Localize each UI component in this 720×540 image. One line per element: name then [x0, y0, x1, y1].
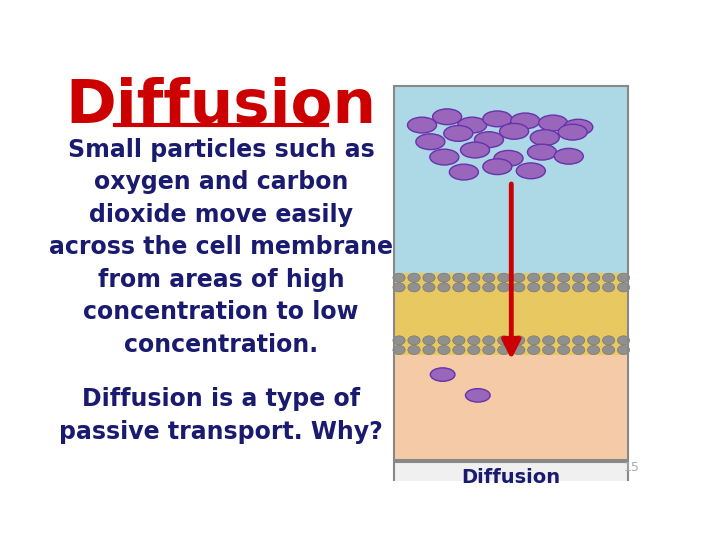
- Ellipse shape: [483, 111, 512, 127]
- Ellipse shape: [458, 117, 487, 133]
- Circle shape: [528, 336, 540, 345]
- Circle shape: [408, 336, 420, 345]
- Circle shape: [423, 283, 435, 292]
- Circle shape: [513, 346, 525, 355]
- Circle shape: [482, 346, 495, 355]
- Circle shape: [588, 336, 600, 345]
- Circle shape: [482, 273, 495, 282]
- Ellipse shape: [530, 130, 559, 145]
- Circle shape: [603, 346, 615, 355]
- Ellipse shape: [416, 134, 445, 150]
- Circle shape: [543, 346, 555, 355]
- Circle shape: [468, 346, 480, 355]
- Ellipse shape: [510, 113, 540, 129]
- Circle shape: [603, 336, 615, 345]
- Circle shape: [618, 346, 630, 355]
- Circle shape: [393, 336, 405, 345]
- Ellipse shape: [516, 163, 545, 179]
- Circle shape: [557, 273, 570, 282]
- Circle shape: [618, 273, 630, 282]
- Circle shape: [543, 283, 555, 292]
- Ellipse shape: [564, 119, 593, 135]
- Circle shape: [438, 346, 450, 355]
- Circle shape: [588, 283, 600, 292]
- Ellipse shape: [465, 389, 490, 402]
- Circle shape: [408, 273, 420, 282]
- Circle shape: [453, 283, 465, 292]
- Ellipse shape: [449, 164, 478, 180]
- Bar: [394, 462, 629, 493]
- Circle shape: [423, 336, 435, 345]
- Circle shape: [498, 283, 510, 292]
- Ellipse shape: [500, 124, 528, 139]
- Text: Diffusion: Diffusion: [66, 77, 377, 136]
- Bar: [394, 85, 629, 273]
- Text: Diffusion: Diffusion: [462, 468, 561, 487]
- Circle shape: [438, 283, 450, 292]
- Circle shape: [557, 283, 570, 292]
- Ellipse shape: [554, 148, 583, 164]
- Circle shape: [513, 273, 525, 282]
- Ellipse shape: [494, 151, 523, 166]
- Circle shape: [453, 273, 465, 282]
- Circle shape: [513, 283, 525, 292]
- Circle shape: [438, 336, 450, 345]
- Circle shape: [528, 283, 540, 292]
- Circle shape: [408, 283, 420, 292]
- Circle shape: [393, 273, 405, 282]
- Bar: [394, 273, 629, 355]
- Circle shape: [557, 346, 570, 355]
- Ellipse shape: [408, 117, 436, 133]
- Circle shape: [468, 336, 480, 345]
- Circle shape: [572, 273, 585, 282]
- Ellipse shape: [433, 109, 462, 125]
- Circle shape: [393, 283, 405, 292]
- Circle shape: [513, 336, 525, 345]
- Circle shape: [408, 346, 420, 355]
- Bar: [394, 355, 629, 460]
- Ellipse shape: [444, 125, 473, 141]
- Circle shape: [498, 273, 510, 282]
- Ellipse shape: [483, 159, 512, 174]
- Circle shape: [572, 283, 585, 292]
- Circle shape: [588, 346, 600, 355]
- Circle shape: [482, 336, 495, 345]
- Circle shape: [498, 336, 510, 345]
- Circle shape: [528, 346, 540, 355]
- Circle shape: [453, 336, 465, 345]
- Text: Diffusion is a type of
passive transport. Why?: Diffusion is a type of passive transport…: [59, 387, 383, 443]
- Circle shape: [543, 273, 555, 282]
- Circle shape: [423, 346, 435, 355]
- Ellipse shape: [461, 142, 490, 158]
- Circle shape: [528, 273, 540, 282]
- Ellipse shape: [431, 368, 455, 381]
- Ellipse shape: [539, 115, 567, 131]
- Circle shape: [603, 283, 615, 292]
- Circle shape: [618, 283, 630, 292]
- Circle shape: [572, 336, 585, 345]
- Circle shape: [588, 273, 600, 282]
- Circle shape: [603, 273, 615, 282]
- Bar: [394, 85, 629, 460]
- Circle shape: [618, 336, 630, 345]
- Circle shape: [438, 273, 450, 282]
- Circle shape: [557, 336, 570, 345]
- Circle shape: [468, 273, 480, 282]
- Circle shape: [498, 346, 510, 355]
- Ellipse shape: [528, 144, 557, 160]
- Ellipse shape: [430, 149, 459, 165]
- Circle shape: [453, 346, 465, 355]
- Circle shape: [468, 283, 480, 292]
- Text: Small particles such as
oxygen and carbon
dioxide move easily
across the cell me: Small particles such as oxygen and carbo…: [49, 138, 393, 357]
- Ellipse shape: [558, 124, 588, 140]
- Text: 15: 15: [624, 461, 639, 474]
- Circle shape: [572, 346, 585, 355]
- Circle shape: [543, 336, 555, 345]
- Circle shape: [482, 283, 495, 292]
- Circle shape: [393, 346, 405, 355]
- Ellipse shape: [474, 132, 503, 147]
- Circle shape: [423, 273, 435, 282]
